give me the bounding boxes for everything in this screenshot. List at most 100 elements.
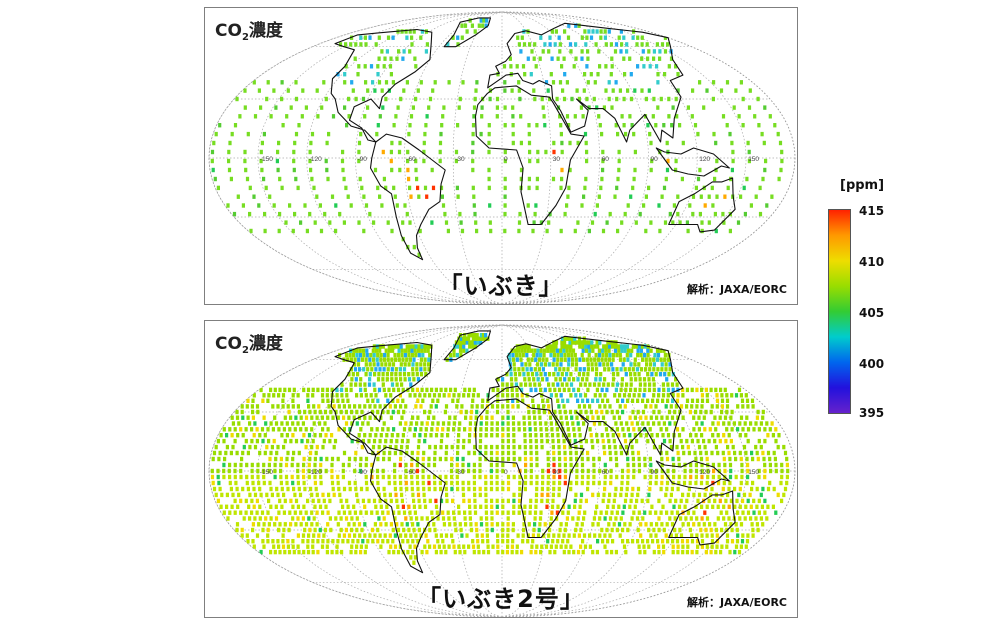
observation-pixel <box>434 533 438 538</box>
observation-pixel <box>596 357 600 362</box>
observation-pixel <box>749 504 753 509</box>
observation-pixel <box>459 344 463 349</box>
observation-pixel <box>540 544 544 549</box>
observation-pixel <box>636 35 640 40</box>
observation-pixel <box>446 510 450 515</box>
observation-pixel <box>555 362 559 367</box>
observation-pixel <box>704 450 708 456</box>
observation-pixel <box>632 393 636 398</box>
observation-pixel <box>644 357 648 362</box>
longitude-label: -60 <box>406 156 416 163</box>
observation-pixel <box>714 140 718 146</box>
observation-pixel <box>222 438 226 444</box>
observation-pixel <box>749 516 753 521</box>
observation-pixel <box>625 382 629 387</box>
observation-pixel <box>610 64 614 69</box>
observation-pixel <box>698 211 702 217</box>
observation-pixel <box>569 480 573 486</box>
observation-pixel <box>581 468 585 474</box>
observation-pixel <box>253 516 257 521</box>
observation-pixel <box>389 415 393 420</box>
observation-pixel <box>583 72 587 77</box>
observation-pixel <box>726 185 730 191</box>
observation-pixel <box>456 398 460 403</box>
observation-pixel <box>744 450 748 456</box>
observation-pixel <box>648 357 652 362</box>
observation-pixel <box>271 427 275 432</box>
observation-pixel <box>266 539 270 544</box>
observation-pixel <box>551 438 555 444</box>
observation-pixel <box>413 427 417 432</box>
observation-pixel <box>742 185 746 191</box>
observation-pixel <box>551 492 555 498</box>
observation-pixel <box>485 516 489 521</box>
observation-pixel <box>506 433 510 438</box>
observation-pixel <box>757 123 761 128</box>
observation-pixel <box>347 522 351 527</box>
observation-pixel <box>458 549 462 555</box>
longitude-label: 180 <box>797 156 798 163</box>
observation-pixel <box>549 348 553 353</box>
observation-pixel <box>569 450 573 456</box>
observation-pixel <box>418 228 422 234</box>
observation-pixel <box>483 336 488 341</box>
observation-pixel <box>622 504 626 509</box>
observation-pixel <box>690 549 694 555</box>
observation-pixel <box>686 228 690 234</box>
observation-pixel <box>305 228 309 234</box>
observation-pixel <box>734 88 738 93</box>
observation-pixel <box>269 504 273 509</box>
observation-pixel <box>614 421 618 426</box>
observation-pixel <box>661 382 665 387</box>
observation-pixel <box>427 105 431 110</box>
observation-pixel <box>586 456 590 462</box>
observation-pixel <box>604 427 609 432</box>
observation-pixel <box>674 64 678 69</box>
observation-pixel <box>529 387 533 393</box>
observation-pixel <box>241 486 245 492</box>
observation-pixel <box>617 348 621 353</box>
observation-pixel <box>299 220 303 225</box>
observation-pixel <box>432 474 437 480</box>
observation-pixel <box>692 427 696 432</box>
observation-pixel <box>485 533 489 538</box>
observation-pixel <box>539 362 544 367</box>
observation-pixel <box>657 527 661 533</box>
observation-pixel <box>574 42 578 47</box>
observation-pixel <box>580 49 584 54</box>
observation-pixel <box>228 510 232 515</box>
observation-pixel <box>468 516 472 521</box>
observation-pixel <box>529 72 533 77</box>
observation-pixel <box>357 149 361 155</box>
observation-pixel <box>566 427 570 432</box>
observation-pixel <box>488 203 492 208</box>
observation-pixel <box>340 387 344 393</box>
observation-pixel <box>395 56 399 61</box>
observation-pixel <box>514 382 518 387</box>
observation-pixel <box>666 398 670 403</box>
observation-pixel <box>742 492 747 498</box>
observation-pixel <box>465 533 469 538</box>
observation-pixel <box>690 398 695 403</box>
observation-pixel <box>556 398 560 403</box>
observation-pixel <box>754 421 758 426</box>
observation-pixel <box>302 462 306 468</box>
observation-pixel <box>484 498 488 504</box>
observation-pixel <box>368 211 372 217</box>
observation-pixel <box>752 498 756 504</box>
observation-pixel <box>552 352 557 358</box>
longitude-label: -90 <box>358 156 368 163</box>
observation-pixel <box>370 409 375 415</box>
observation-pixel <box>632 131 636 137</box>
observation-pixel <box>408 427 412 432</box>
observation-pixel <box>479 504 483 509</box>
observation-pixel <box>774 510 778 515</box>
observation-pixel <box>356 362 361 367</box>
observation-pixel <box>738 433 742 438</box>
meridian-line <box>403 11 503 304</box>
observation-pixel <box>484 504 488 509</box>
observation-pixel <box>518 480 522 486</box>
observation-pixel <box>714 387 718 393</box>
observation-pixel <box>501 404 505 409</box>
observation-pixel <box>411 105 415 110</box>
